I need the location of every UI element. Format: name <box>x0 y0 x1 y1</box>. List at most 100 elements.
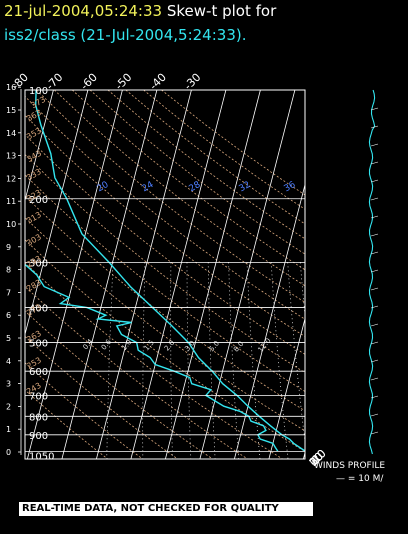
theta-label: 313 <box>25 210 43 225</box>
dry-adiabat-line <box>25 262 283 459</box>
dry-adiabat-line <box>25 286 248 459</box>
mixing-ratio-line <box>142 262 146 459</box>
wind-barb <box>370 413 379 417</box>
wind-barb <box>370 395 379 399</box>
isotherm-line <box>268 317 305 459</box>
mixing-ratio-line <box>170 262 173 459</box>
temperature-profile <box>34 90 305 452</box>
height-tick-label: 13 <box>6 152 16 161</box>
isotherm-line <box>61 90 158 459</box>
dry-adiabat-line <box>107 90 305 240</box>
pressure-tick-label: 800 <box>29 412 48 423</box>
wind-barb <box>370 323 379 327</box>
height-tick-label: 8 <box>6 266 11 275</box>
dry-adiabat-line <box>143 90 305 210</box>
wind-barb <box>370 107 379 111</box>
winds-scale-label: — = 10 M/ <box>336 474 384 484</box>
wind-barb <box>370 125 379 129</box>
isotherm-line <box>130 90 227 459</box>
wind-barb <box>370 305 379 309</box>
pressure-tick-label: 300 <box>29 258 48 269</box>
wind-barb <box>370 269 379 273</box>
height-tick-label: 2 <box>6 402 11 411</box>
isotherm-line <box>27 90 123 459</box>
title-line-1: 21-jul-2004,05:24:33 Skew-t plot for <box>4 2 276 20</box>
mixing-ratio-small-label: 12.0 <box>256 337 272 354</box>
theta-label: 353 <box>25 126 43 141</box>
wind-barb <box>370 233 379 237</box>
wind-barb <box>370 179 379 183</box>
dry-adiabat-line <box>36 90 305 303</box>
title-source: iss2/class (21-Jul-2004,5:24:33). <box>4 26 247 44</box>
height-tick-label: 9 <box>6 243 11 252</box>
height-tick-label: 0 <box>6 448 11 457</box>
dry-adiabat-line <box>25 389 108 459</box>
isotherm-line <box>199 90 296 459</box>
isotherm-label-top: -40 <box>147 71 169 93</box>
dry-adiabat-line <box>71 90 305 271</box>
dry-adiabat-line <box>25 174 305 392</box>
height-tick-label: 1 <box>6 425 11 434</box>
mixing-ratio-small-label: 2.0 <box>163 339 176 353</box>
wind-barb <box>370 251 379 255</box>
height-tick-label: 10 <box>6 220 16 229</box>
mixing-ratio-label: 28 <box>188 180 203 195</box>
isotherm-line <box>25 90 54 202</box>
pressure-tick-label: 700 <box>29 391 48 402</box>
quality-disclaimer: REAL-TIME DATA, NOT CHECKED FOR QUALITY <box>19 502 313 516</box>
pressure-tick-label: 900 <box>29 431 48 442</box>
height-tick-label: 15 <box>6 106 16 115</box>
dry-adiabat-line <box>125 90 305 225</box>
wind-barb <box>370 287 379 291</box>
isotherm-line <box>25 90 89 336</box>
title-datetime: 21-jul-2004,05:24:33 <box>4 2 163 20</box>
height-tick-label: 16 <box>6 83 16 92</box>
mixing-ratio-line <box>246 262 261 459</box>
pressure-tick-label: 400 <box>29 304 48 315</box>
dry-adiabat-line <box>25 217 305 432</box>
wind-barb <box>370 143 379 147</box>
pressure-tick-label: 500 <box>29 339 48 350</box>
dewpoint-profile <box>25 263 279 452</box>
height-tick-label: 11 <box>6 197 16 206</box>
isotherm-label-top: -50 <box>112 71 134 93</box>
height-tick-label: 5 <box>6 334 11 343</box>
dry-adiabat-line <box>25 310 213 459</box>
wind-barb <box>370 197 379 201</box>
isotherm-line <box>96 90 192 459</box>
height-tick-label: 3 <box>6 380 11 389</box>
theta-label: 303 <box>25 232 43 247</box>
pressure-tick-label: 600 <box>29 367 48 378</box>
winds-profile-label: WINDS PROFILE <box>314 461 386 471</box>
theta-label: 343 <box>25 149 43 164</box>
height-tick-label: 4 <box>6 357 11 366</box>
mixing-ratio-line <box>287 262 305 445</box>
plot-frame <box>24 89 306 460</box>
wind-barb <box>370 359 379 363</box>
pressure-tick-label: 200 <box>29 195 48 206</box>
dry-adiabat-line <box>25 195 305 412</box>
wind-barb <box>370 341 379 345</box>
height-tick-label: 7 <box>6 288 11 297</box>
wind-barb <box>370 431 379 435</box>
wind-barb <box>370 377 379 381</box>
isotherm-label-top: -30 <box>181 71 203 93</box>
height-tick-label: 14 <box>6 129 16 138</box>
mixing-ratio-line <box>106 262 114 459</box>
mixing-ratio-label: 32 <box>238 180 253 194</box>
title-label: Skew-t plot for <box>166 2 277 20</box>
pressure-tick-label: 100 <box>29 86 48 97</box>
isotherm-line <box>234 183 305 459</box>
wind-barb <box>370 161 379 165</box>
dry-adiabat-line <box>25 335 178 459</box>
mixing-ratio-label: 20 <box>96 180 111 195</box>
wind-barb <box>370 215 379 219</box>
mixing-ratio-line <box>186 262 192 459</box>
mixing-ratio-small-label: 0.6 <box>100 338 114 352</box>
height-tick-label: 12 <box>6 174 16 183</box>
isotherm-line <box>165 90 261 459</box>
mixing-ratio-label: 36 <box>283 180 298 195</box>
dry-adiabat-line <box>25 134 305 355</box>
isotherm-label-top: -60 <box>78 71 100 93</box>
